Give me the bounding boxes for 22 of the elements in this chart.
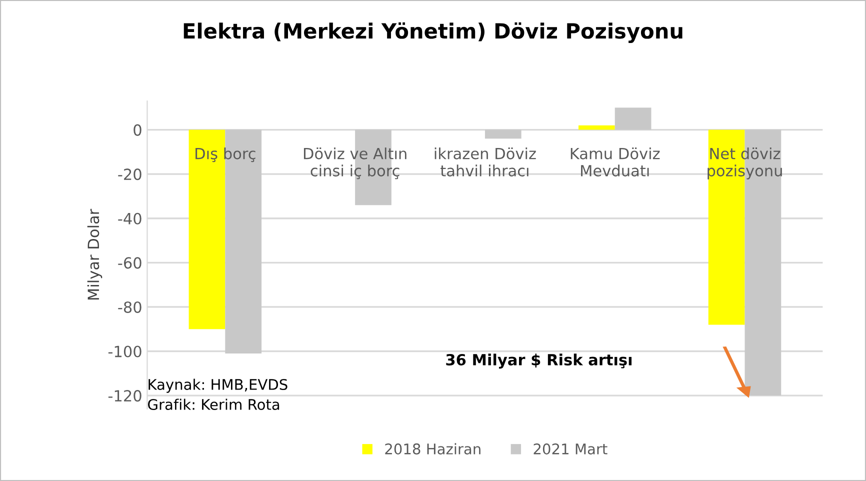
y-tick-label: -20 bbox=[118, 168, 142, 180]
y-axis-title: Milyar Dolar bbox=[87, 208, 102, 300]
y-tick-label: -40 bbox=[118, 212, 142, 224]
y-tick-label: -60 bbox=[118, 257, 142, 269]
chart-title: Elektra (Merkezi Yönetim) Döviz Pozisyonu bbox=[184, 22, 682, 43]
bar bbox=[225, 130, 262, 354]
x-tick-label: ikrazen Döviz tahvil ihracı bbox=[434, 148, 536, 176]
y-tick-label: -120 bbox=[108, 390, 142, 402]
legend-label: 2021 Mart bbox=[534, 443, 608, 454]
y-tick-label: -80 bbox=[118, 301, 142, 313]
bar bbox=[188, 130, 226, 330]
y-tick-label: 0 bbox=[134, 124, 142, 136]
annotation: Kaynak: HMB,EVDS bbox=[148, 378, 288, 393]
y-tick-label: -100 bbox=[108, 346, 142, 358]
bar bbox=[578, 125, 615, 130]
legend-label: 2018 Haziran bbox=[385, 443, 480, 454]
bar bbox=[614, 108, 652, 130]
x-tick-label: Döviz ve Altın cinsi iç borç bbox=[304, 148, 406, 180]
annotation: 36 Milyar $ Risk artışı bbox=[446, 354, 632, 369]
bar bbox=[484, 130, 522, 139]
x-tick-label: Kamu Döviz Mevduatı bbox=[570, 148, 660, 176]
annotation: Grafik: Kerim Rota bbox=[148, 398, 280, 410]
